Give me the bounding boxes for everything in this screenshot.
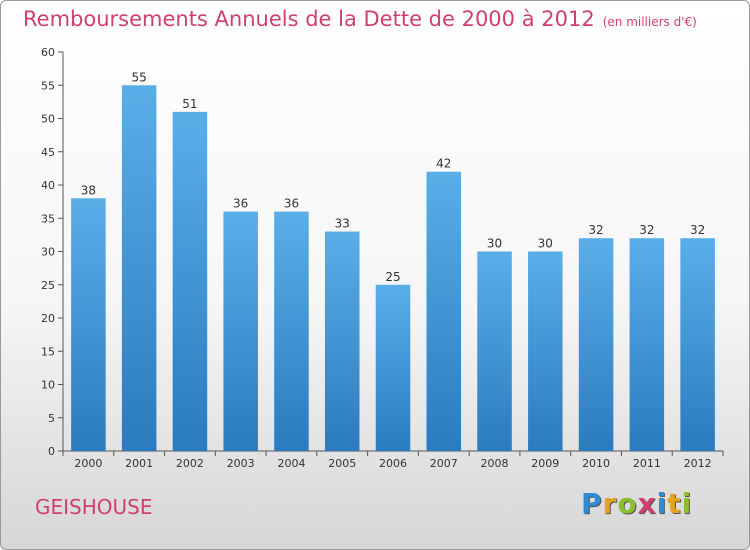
logo-letter: o (617, 487, 638, 520)
bar-value-label: 32 (690, 223, 705, 237)
bar (578, 238, 614, 451)
y-tick-label: 50 (41, 113, 55, 126)
bar (477, 251, 512, 451)
bar-value-label: 32 (639, 223, 654, 237)
bar-value-label: 30 (487, 237, 502, 251)
bar-value-label: 30 (538, 237, 553, 251)
y-tick-label: 25 (41, 279, 55, 292)
bar-value-label: 32 (588, 223, 603, 237)
y-tick-label: 0 (48, 445, 55, 458)
logo-letter: x (637, 487, 657, 520)
x-tick-label: 2004 (277, 457, 305, 470)
bar (375, 284, 411, 451)
x-tick-label: 2001 (125, 457, 153, 470)
chart-title-text: Remboursements Annuels de la Dette de 20… (23, 7, 595, 31)
logo-letter: t (667, 487, 682, 520)
bar-value-label: 42 (436, 157, 451, 171)
logo-letter: P (581, 487, 603, 520)
y-tick-label: 5 (48, 412, 55, 425)
y-tick-label: 40 (41, 179, 55, 192)
bar (324, 231, 360, 451)
bar (71, 198, 106, 451)
x-tick-label: 2011 (633, 457, 661, 470)
bar (223, 211, 258, 451)
logo-letter: r (602, 487, 618, 520)
commune-name: GEISHOUSE (35, 495, 153, 519)
x-tick-label: 2003 (227, 457, 255, 470)
y-tick-label: 45 (41, 146, 55, 159)
x-tick-label: 2009 (531, 457, 559, 470)
chart-title: Remboursements Annuels de la Dette de 20… (23, 7, 697, 31)
y-tick-label: 30 (41, 246, 55, 259)
x-tick-label: 2000 (74, 457, 102, 470)
bar-value-label: 33 (335, 217, 350, 231)
logo-letter: i (656, 487, 668, 520)
bar-value-label: 55 (132, 70, 147, 84)
y-tick-label: 20 (41, 312, 55, 325)
x-tick-label: 2010 (582, 457, 610, 470)
x-tick-label: 2005 (328, 457, 356, 470)
y-tick-label: 60 (41, 46, 55, 59)
x-tick-label: 2006 (379, 457, 407, 470)
y-tick-label: 35 (41, 212, 55, 225)
chart-unit: (en milliers d'€) (602, 15, 697, 29)
x-tick-label: 2008 (481, 457, 509, 470)
bar-value-label: 36 (284, 197, 299, 211)
x-tick-label: 2007 (430, 457, 458, 470)
bar (172, 111, 208, 451)
bar (528, 251, 563, 451)
bar-value-label: 36 (233, 197, 248, 211)
bar (274, 211, 309, 451)
x-tick-label: 2002 (176, 457, 204, 470)
bar (121, 85, 157, 451)
proxiti-logo: Proxiti (581, 487, 692, 520)
x-tick-label: 2012 (684, 457, 712, 470)
y-tick-label: 55 (41, 79, 55, 92)
y-tick-label: 10 (41, 379, 55, 392)
bar-value-label: 25 (385, 270, 400, 284)
bar-value-label: 51 (182, 97, 197, 111)
y-tick-label: 15 (41, 345, 55, 358)
bar (426, 171, 462, 451)
bar (680, 238, 715, 451)
bar-value-label: 38 (81, 183, 96, 197)
logo-letter: i (681, 487, 693, 520)
bar (629, 238, 665, 451)
